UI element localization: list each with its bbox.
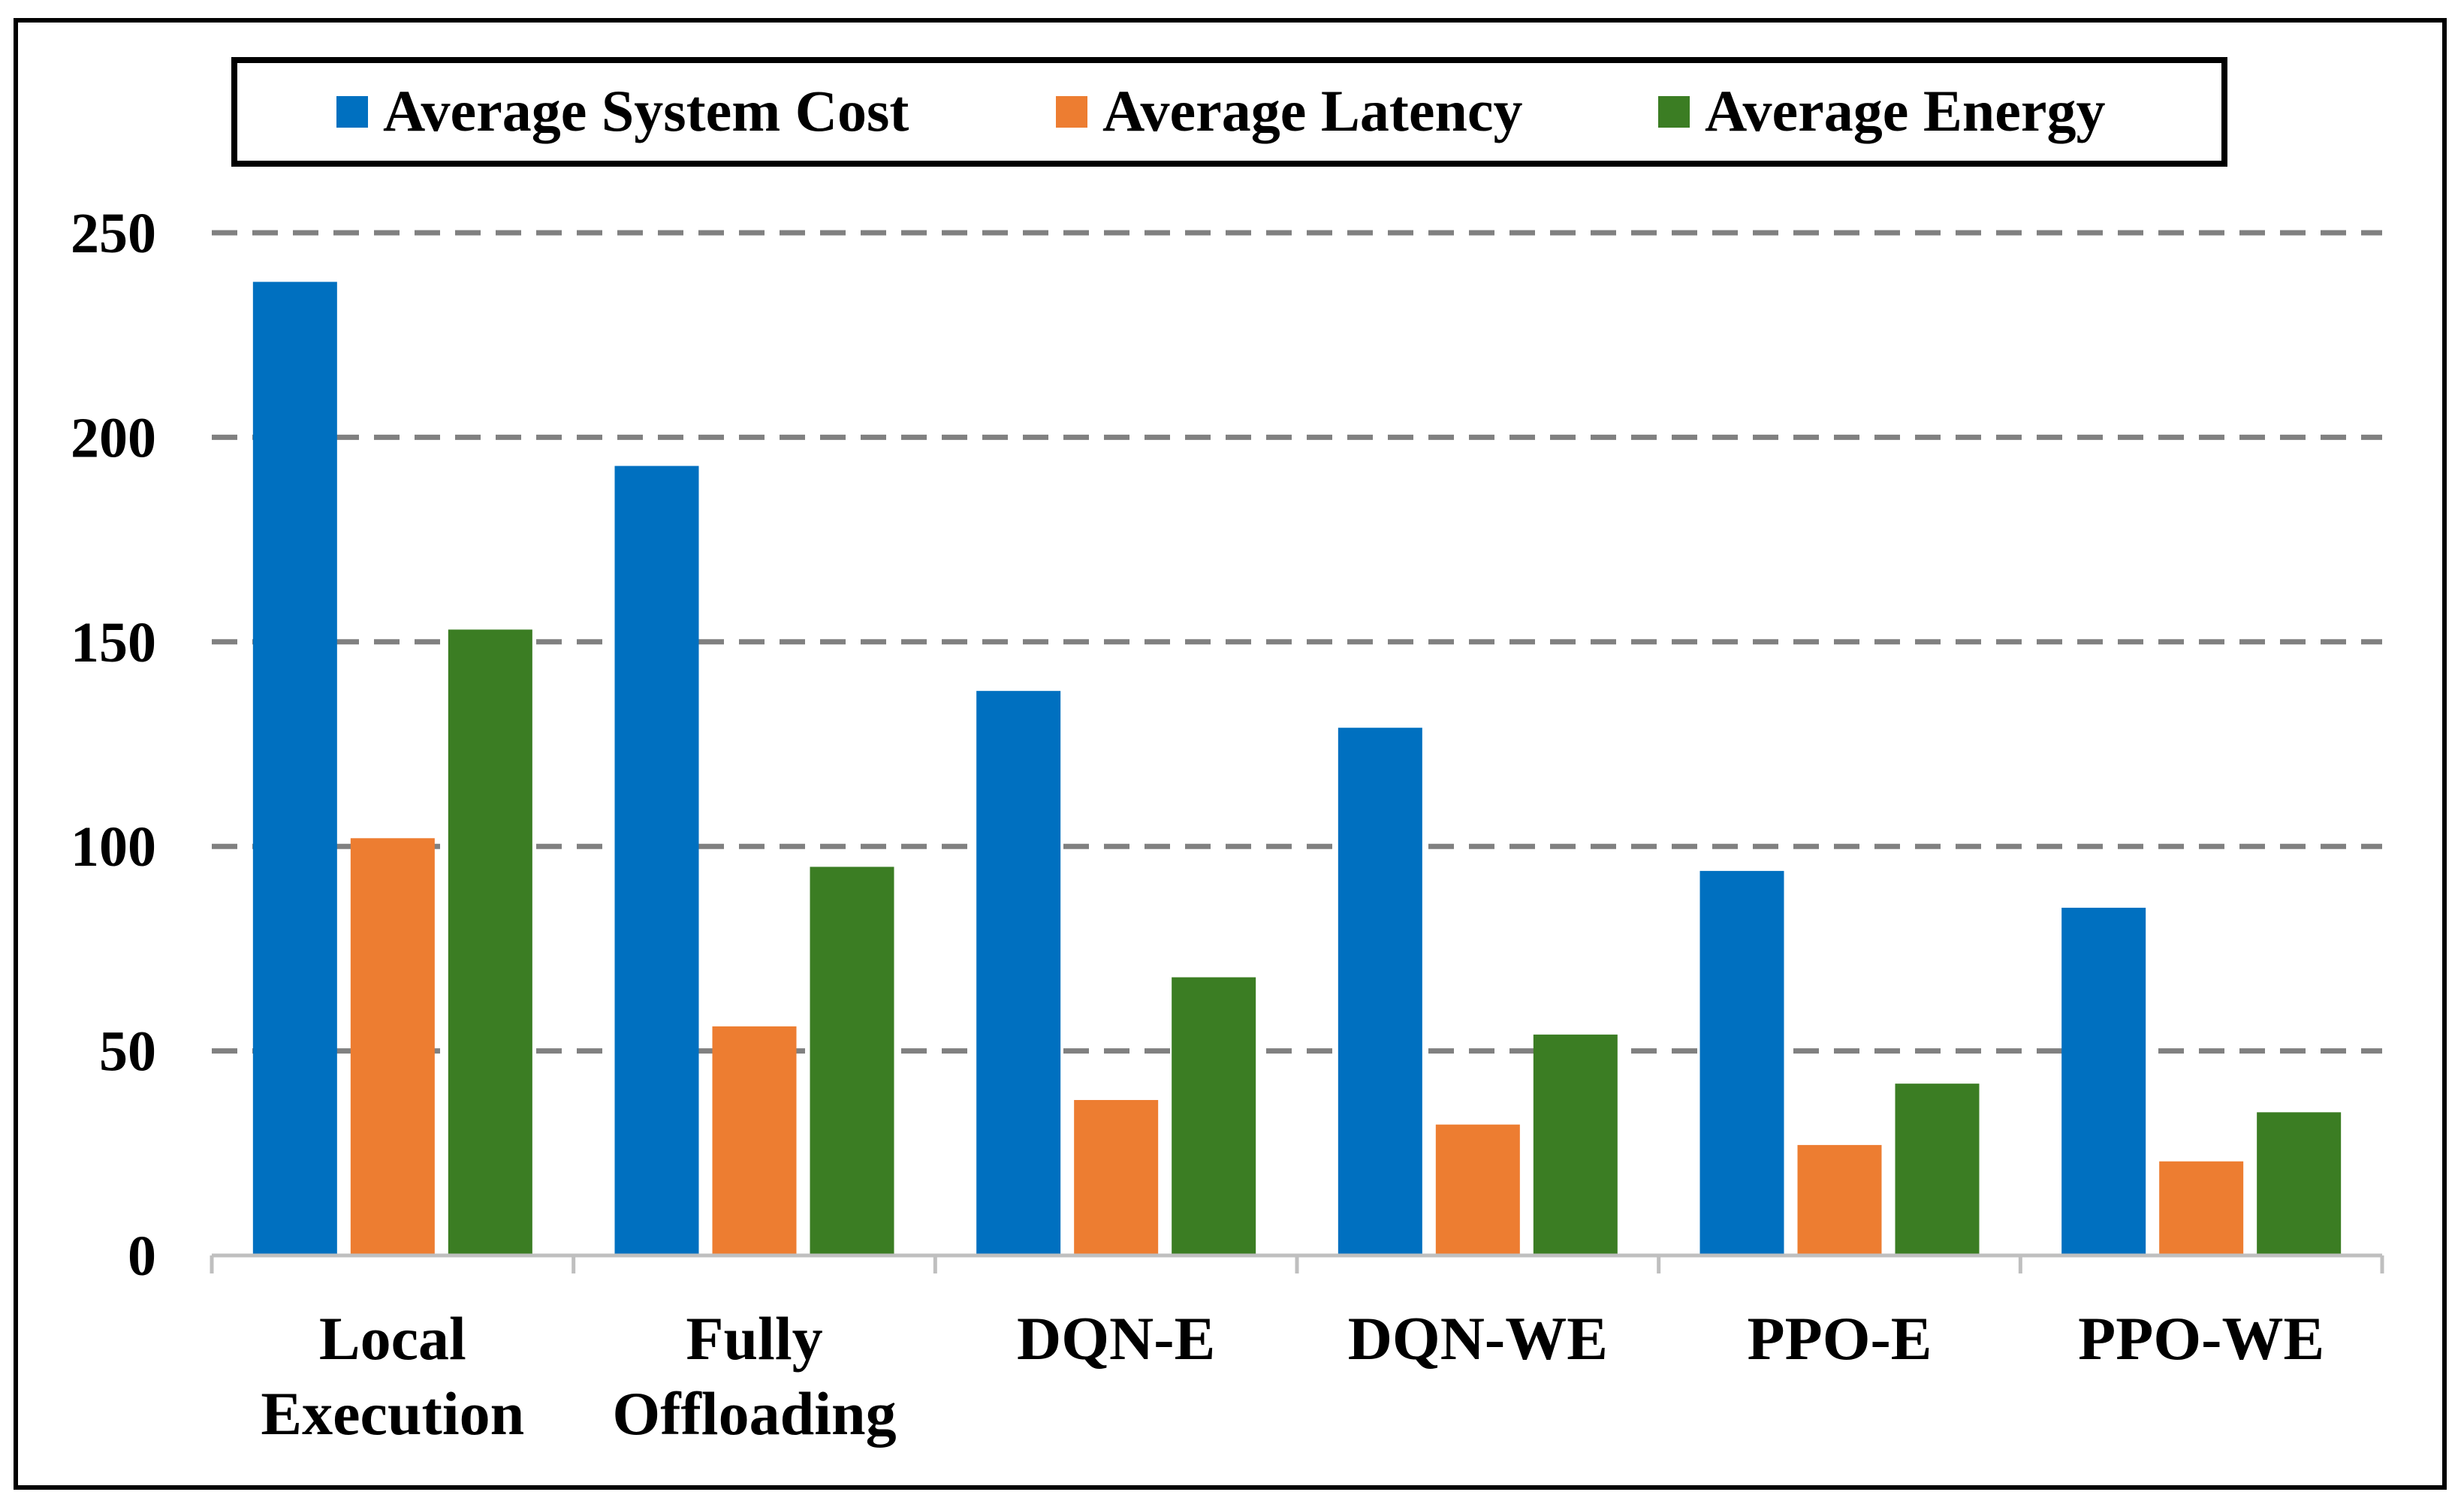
y-tick-label: 50 (99, 1020, 156, 1084)
bar (2159, 1161, 2244, 1255)
x-category-label: DQN-E (1017, 1304, 1215, 1373)
bar (614, 466, 699, 1255)
bar (1895, 1084, 1980, 1255)
y-tick-label: 0 (128, 1225, 156, 1288)
legend-label: Average Energy (1705, 78, 2106, 143)
bar (2061, 907, 2146, 1255)
x-category-label: Fully (686, 1304, 822, 1373)
x-category-label: DQN-WE (1348, 1304, 1608, 1373)
legend (231, 57, 2227, 167)
bar (252, 282, 337, 1256)
legend-label: Average Latency (1102, 78, 1523, 143)
legend-swatch (1658, 96, 1690, 128)
y-tick-label: 200 (71, 406, 156, 469)
bar (976, 691, 1061, 1255)
bar (712, 1026, 797, 1255)
x-category-label: PPO-WE (2078, 1304, 2324, 1373)
x-axis (210, 1253, 2384, 1273)
x-category-label: PPO-E (1748, 1304, 1932, 1373)
bar (1699, 870, 1784, 1255)
y-axis-tick-labels: 0 50 100 150 200 250 (71, 202, 156, 1288)
y-tick-label: 100 (71, 815, 156, 879)
bar (350, 838, 435, 1255)
bar (448, 629, 532, 1255)
x-category-label: Execution (261, 1379, 524, 1448)
bar (1074, 1099, 1159, 1255)
gridlines (212, 230, 2382, 1054)
y-tick-label: 250 (71, 202, 156, 265)
bar (2257, 1112, 2342, 1255)
bar (1797, 1144, 1882, 1255)
bars (252, 282, 2342, 1256)
legend-swatch (1056, 96, 1087, 128)
legend-swatch (336, 96, 368, 128)
legend-entries: Average System Cost Average Latency Averag… (336, 78, 2106, 143)
bar (1172, 977, 1256, 1255)
bar (1435, 1124, 1520, 1255)
x-category-label: Local (319, 1304, 466, 1373)
bar (1533, 1034, 1618, 1255)
bar (810, 867, 894, 1255)
y-tick-label: 150 (71, 611, 156, 674)
bar (1338, 728, 1422, 1255)
x-category-label: Offloading (612, 1379, 896, 1448)
legend-label: Average System Cost (383, 78, 909, 143)
